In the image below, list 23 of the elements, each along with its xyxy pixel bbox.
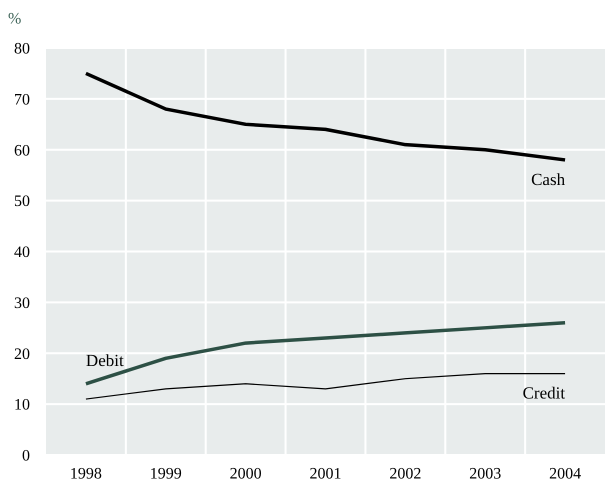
y-tick-label: 60	[14, 142, 30, 160]
x-tick-label: 1999	[150, 466, 182, 483]
x-tick-label: 1998	[70, 466, 102, 483]
y-tick-label: 40	[14, 244, 30, 262]
y-tick-label: 20	[14, 346, 30, 363]
x-tick-label: 2003	[469, 466, 502, 483]
series-label: Cash	[531, 170, 566, 189]
series-label: Debit	[86, 350, 124, 370]
y-tick-label: 70	[14, 91, 30, 108]
line-series	[84, 72, 567, 162]
x-tick-label: 2004	[549, 466, 582, 483]
x-tick-label: 2000	[230, 466, 262, 483]
y-axis-title: %	[8, 10, 22, 28]
line-series	[85, 373, 566, 400]
series-label: Credit	[522, 384, 566, 403]
y-tick-label: 30	[14, 294, 30, 312]
y-tick-label: 10	[14, 396, 30, 414]
y-tick-label: 80	[14, 40, 30, 58]
y-tick-label: 50	[14, 193, 30, 210]
x-tick-label: 2002	[389, 466, 422, 483]
y-tick-label: 0	[22, 448, 30, 465]
x-tick-label: 2001	[310, 466, 342, 483]
line-series	[84, 320, 567, 386]
